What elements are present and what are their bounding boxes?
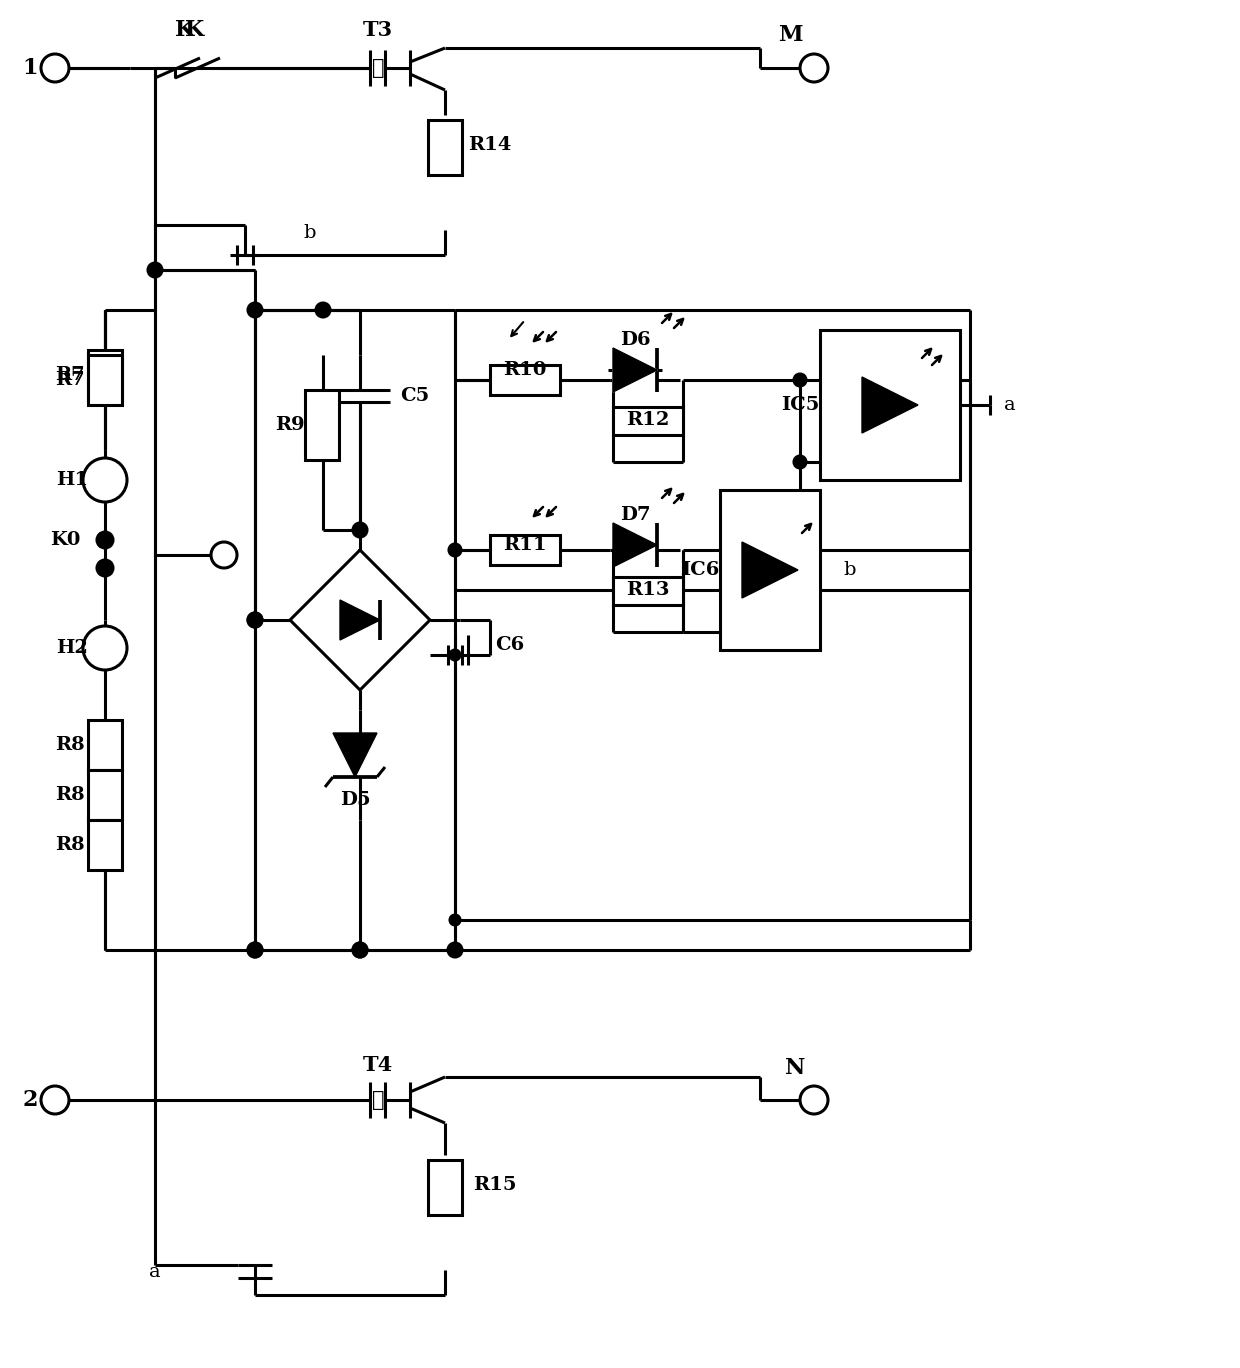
Circle shape	[316, 302, 330, 317]
Text: R15: R15	[474, 1176, 517, 1194]
Bar	[88, 356, 122, 405]
Polygon shape	[340, 601, 379, 640]
Text: K: K	[175, 19, 195, 41]
Circle shape	[248, 613, 262, 627]
Text: K0: K0	[50, 531, 81, 549]
Circle shape	[800, 53, 828, 82]
Circle shape	[248, 613, 262, 627]
Text: R7: R7	[56, 371, 84, 389]
Text: b: b	[843, 561, 857, 579]
Circle shape	[97, 532, 113, 549]
Circle shape	[448, 943, 463, 958]
Text: R11: R11	[503, 536, 547, 554]
Text: R9: R9	[275, 416, 305, 434]
Text: IC6: IC6	[681, 561, 719, 579]
Text: T3: T3	[363, 21, 393, 40]
Polygon shape	[334, 733, 377, 777]
Circle shape	[41, 1086, 69, 1114]
Bar	[613, 577, 683, 605]
Circle shape	[148, 263, 162, 276]
Circle shape	[353, 943, 367, 958]
Text: 双: 双	[372, 1090, 384, 1109]
Bar	[820, 330, 960, 480]
Circle shape	[800, 1086, 828, 1114]
Text: K: K	[185, 19, 205, 41]
Bar	[88, 350, 122, 399]
Circle shape	[41, 53, 69, 82]
Bar	[720, 490, 820, 650]
Polygon shape	[613, 347, 657, 393]
Text: R13: R13	[626, 581, 670, 599]
Bar	[490, 535, 560, 565]
Text: R8: R8	[56, 836, 84, 854]
Text: D7: D7	[620, 506, 650, 524]
Text: M: M	[777, 25, 802, 47]
Bar	[428, 1160, 463, 1215]
Polygon shape	[742, 542, 799, 598]
Polygon shape	[613, 347, 657, 393]
Circle shape	[248, 302, 262, 317]
Text: D5: D5	[340, 791, 371, 808]
Text: R12: R12	[626, 410, 670, 430]
Polygon shape	[862, 378, 918, 434]
Bar	[428, 120, 463, 175]
Circle shape	[248, 943, 262, 958]
Circle shape	[248, 943, 262, 958]
Text: T4: T4	[363, 1055, 393, 1075]
Circle shape	[449, 544, 461, 555]
Text: 2: 2	[22, 1089, 37, 1111]
Bar	[490, 365, 560, 395]
Text: N: N	[785, 1057, 805, 1079]
Text: R8: R8	[56, 736, 84, 754]
Circle shape	[83, 627, 126, 670]
Circle shape	[211, 542, 237, 568]
Text: C6: C6	[495, 636, 525, 654]
Text: R10: R10	[503, 361, 547, 379]
Text: a: a	[149, 1263, 161, 1280]
Text: R7: R7	[56, 367, 84, 384]
Text: 1: 1	[22, 57, 37, 79]
Text: R14: R14	[469, 135, 512, 155]
Text: D6: D6	[620, 331, 650, 349]
Text: H1: H1	[56, 471, 88, 488]
Text: a: a	[1004, 395, 1016, 415]
Text: R8: R8	[56, 787, 84, 804]
Circle shape	[97, 560, 113, 576]
Bar	[613, 408, 683, 435]
Bar	[88, 720, 122, 770]
Circle shape	[794, 373, 806, 386]
Bar	[88, 819, 122, 870]
Text: C5: C5	[401, 387, 429, 405]
Text: 双: 双	[372, 57, 384, 78]
Circle shape	[353, 943, 367, 958]
Circle shape	[450, 915, 460, 925]
Circle shape	[450, 650, 460, 659]
Polygon shape	[613, 523, 657, 566]
Text: H2: H2	[56, 639, 88, 657]
Circle shape	[83, 458, 126, 502]
Circle shape	[794, 456, 806, 468]
Bar	[88, 770, 122, 819]
Circle shape	[353, 523, 367, 538]
Text: b: b	[304, 224, 316, 242]
Text: IC5: IC5	[781, 395, 820, 415]
Bar	[305, 390, 339, 460]
